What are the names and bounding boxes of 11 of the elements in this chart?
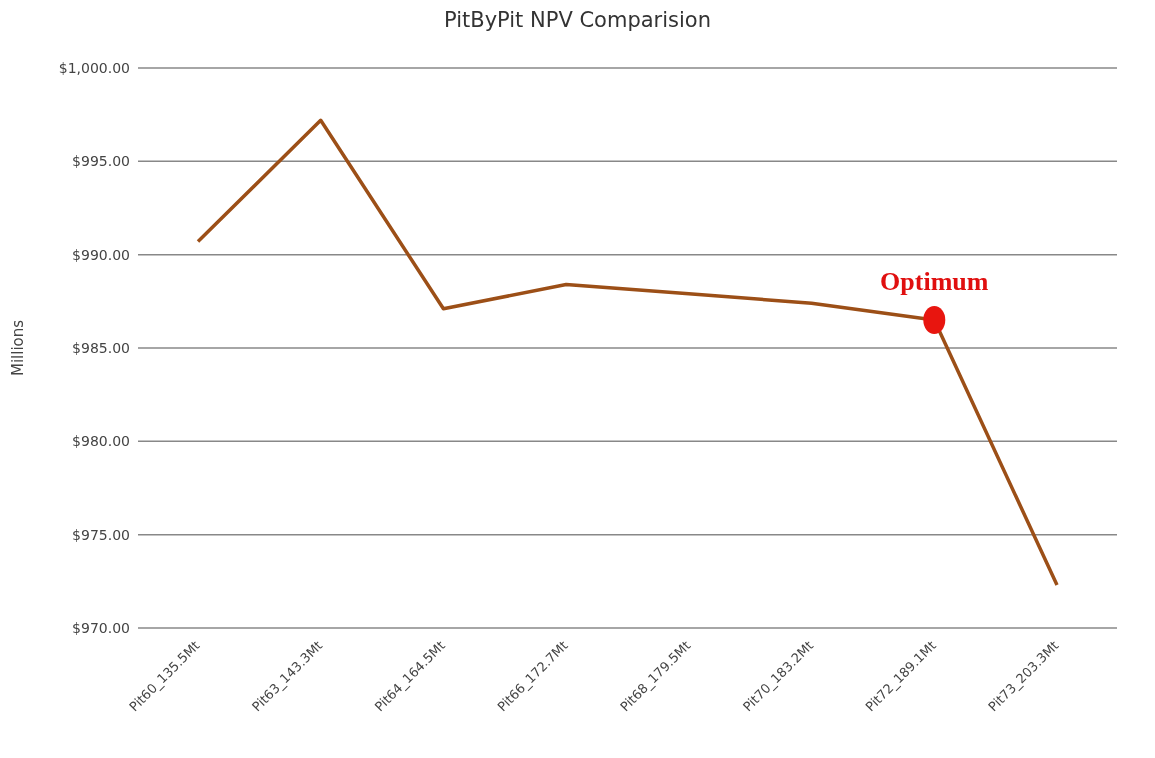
line-series <box>196 118 1059 587</box>
y-tick-label: $990.00 <box>72 246 130 263</box>
y-tick-label: $1,000.00 <box>58 59 130 76</box>
annotation: Optimum <box>880 267 989 296</box>
y-axis-title: Millions <box>9 319 28 377</box>
y-tick-label: $995.00 <box>72 153 130 170</box>
y-tick-label: $970.00 <box>72 619 130 636</box>
chart-title: PitByPit NPV Comparision <box>442 8 712 34</box>
y-tick-label: $985.00 <box>72 339 130 356</box>
y-tick-label: $980.00 <box>72 433 130 450</box>
y-tick-label: $975.00 <box>72 526 130 543</box>
